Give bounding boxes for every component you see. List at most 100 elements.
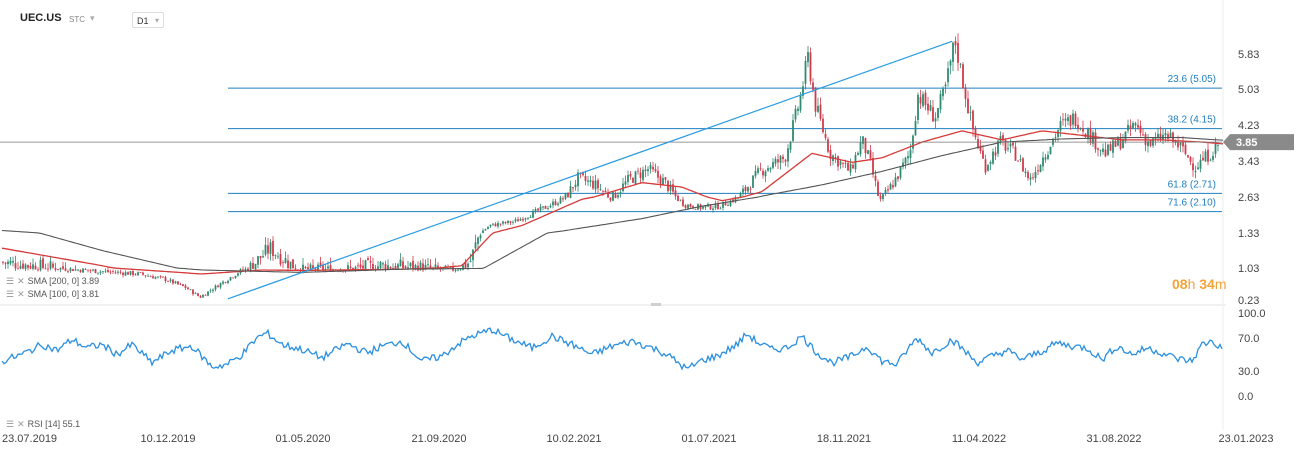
candle-body — [262, 256, 264, 258]
candle-body — [724, 202, 727, 206]
candle-body — [184, 285, 187, 289]
fibonacci-retracement[interactable]: 23.6 (5.05) 38.2 (4.15) 61.8 (2.71) 71.6 (2… — [228, 74, 1222, 213]
candle-body — [327, 266, 329, 269]
candle-body — [389, 267, 392, 269]
candle-body — [679, 199, 682, 201]
candle-body — [779, 156, 782, 163]
candle-body — [362, 265, 364, 269]
candle-body — [749, 188, 752, 190]
indicator-sma200[interactable]: ☰ ✕ SMA [200, 0] 3.89 — [6, 276, 99, 287]
candle-body — [89, 270, 92, 271]
close-icon[interactable]: ✕ — [17, 419, 25, 429]
candle-body — [927, 103, 929, 111]
candle-body — [354, 267, 357, 270]
candle-body — [219, 283, 222, 288]
timeframe-select[interactable]: D1 ▾ — [132, 12, 164, 28]
candle-body — [564, 193, 567, 199]
candle-body — [119, 271, 122, 273]
candle-body — [742, 188, 744, 193]
candle-body — [79, 269, 82, 273]
candle-body — [209, 290, 212, 292]
candle-body — [329, 265, 332, 272]
candle-body — [414, 265, 417, 269]
candle-body — [167, 281, 169, 283]
symbol-type-label[interactable]: STC — [69, 15, 85, 24]
candle-body — [422, 263, 424, 271]
candle-body — [247, 268, 249, 271]
candle-body — [1112, 140, 1114, 153]
candle-body — [82, 268, 84, 273]
candle-body — [914, 120, 917, 136]
candle-body — [709, 204, 712, 210]
candle-body — [947, 68, 949, 83]
candle-body — [217, 285, 219, 288]
candle-body — [674, 190, 677, 197]
candle-body — [882, 194, 884, 200]
candle-body — [112, 271, 114, 273]
candle-body — [399, 259, 402, 267]
candle-body — [377, 266, 379, 270]
candle-body — [1042, 157, 1044, 167]
fib-level-label: 71.6 (2.10) — [1168, 198, 1216, 209]
candle-body — [502, 221, 504, 224]
candle-body — [194, 293, 197, 295]
candle-body — [759, 168, 762, 170]
candle-body — [764, 171, 767, 177]
candle-body — [369, 261, 372, 263]
symbol-label[interactable]: UEC.US — [20, 12, 62, 24]
candle-body — [544, 205, 547, 209]
candle-body — [857, 153, 859, 156]
candle-body — [227, 280, 229, 283]
time-tick-label: 10.02.2021 — [546, 433, 601, 445]
candle-body — [99, 271, 102, 273]
candle-body — [597, 180, 599, 189]
close-icon[interactable]: ✕ — [17, 276, 25, 286]
candle-body — [587, 180, 589, 182]
candle-body — [1099, 149, 1102, 151]
rsi-line — [1, 327, 1223, 371]
candle-body — [124, 272, 127, 276]
candle-body — [829, 149, 832, 160]
indicator-rsi[interactable]: ☰ ✕ RSI [14] 55.1 — [6, 419, 80, 430]
candle-body — [147, 275, 149, 277]
settings-list-icon[interactable]: ☰ — [6, 289, 15, 299]
candle-body — [1127, 124, 1129, 131]
candle-body — [24, 264, 27, 269]
candle-body — [1194, 170, 1197, 173]
candle-body — [982, 150, 984, 159]
candle-body — [974, 128, 977, 138]
candle-body — [122, 272, 124, 276]
candle-body — [689, 203, 692, 207]
chevron-down-icon[interactable]: ▾ — [90, 13, 95, 23]
candle-body — [879, 195, 882, 199]
candle-body — [527, 217, 529, 219]
candle-body — [382, 263, 384, 265]
candle-body — [962, 64, 964, 89]
candle-body — [784, 159, 787, 162]
candle-body — [657, 170, 659, 178]
settings-list-icon[interactable]: ☰ — [6, 276, 15, 286]
candle-body — [1142, 134, 1144, 136]
candle-body — [384, 264, 387, 270]
candle-body — [404, 266, 407, 269]
candle-body — [129, 271, 132, 275]
candle-body — [1087, 129, 1089, 139]
candle-body — [1174, 140, 1177, 143]
trendline-tool[interactable] — [227, 40, 953, 300]
candle-body — [929, 105, 932, 111]
candle-body — [937, 108, 939, 118]
candle-body — [642, 169, 644, 180]
time-tick-label: 10.12.2019 — [140, 433, 195, 445]
indicator-sma100[interactable]: ☰ ✕ SMA [100, 0] 3.81 — [6, 289, 99, 300]
candle-body — [1044, 157, 1047, 160]
candle-body — [1022, 158, 1024, 172]
candle-body — [1064, 118, 1067, 121]
candle-body — [47, 268, 49, 270]
candle-body — [612, 192, 614, 201]
candle-body — [157, 276, 159, 278]
candle-body — [884, 190, 887, 194]
close-icon[interactable]: ✕ — [17, 289, 25, 299]
settings-list-icon[interactable]: ☰ — [6, 419, 15, 429]
candle-body — [359, 264, 362, 268]
